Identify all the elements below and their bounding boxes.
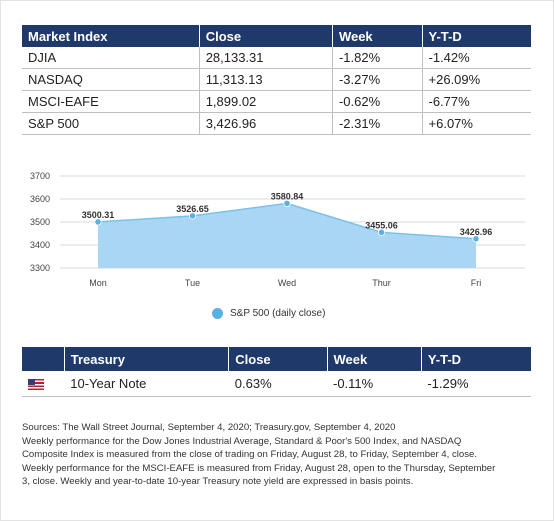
x-tick-label: Fri: [471, 278, 482, 288]
x-tick-label: Thur: [372, 278, 391, 288]
x-tick-label: Mon: [89, 278, 107, 288]
header-week: Week: [327, 347, 422, 371]
market-table-header: Market Index Close Week Y-T-D: [22, 25, 531, 47]
table-row: NASDAQ 11,313.13 -3.27% +26.09%: [22, 68, 531, 91]
treasury-close: 0.63%: [228, 371, 327, 397]
index-name: MSCI-EAFE: [22, 90, 200, 113]
data-label: 3500.31: [82, 210, 115, 220]
treasury-table-header: Treasury Close Week Y-T-D: [22, 347, 531, 371]
treasury-ytd: -1.29%: [421, 371, 531, 397]
index-ytd: +6.07%: [422, 112, 531, 135]
data-label: 3526.65: [176, 204, 209, 214]
index-name: NASDAQ: [22, 68, 200, 91]
index-ytd: -6.77%: [422, 90, 531, 113]
data-label: 3580.84: [271, 191, 304, 201]
data-point: [472, 235, 480, 243]
index-name: DJIA: [22, 47, 200, 69]
index-week: -2.31%: [332, 112, 423, 135]
data-label: 3455.06: [365, 220, 398, 230]
data-point: [94, 218, 102, 226]
treasury-table: Treasury Close Week Y-T-D 10-Year Note 0…: [22, 347, 531, 397]
y-tick-label: 3500: [30, 217, 50, 227]
legend-label: S&P 500 (daily close): [230, 308, 326, 319]
data-point: [377, 228, 386, 236]
index-ytd: +26.09%: [422, 68, 531, 91]
y-tick-label: 3300: [30, 263, 50, 273]
note-line: Composite Index is measured from the clo…: [22, 449, 478, 460]
index-week: -0.62%: [332, 90, 423, 113]
legend-marker-icon: [212, 308, 223, 319]
index-ytd: -1.42%: [422, 47, 531, 69]
note-line: 3, close. Weekly and year-to-date 10-yea…: [22, 476, 414, 487]
note-line: Weekly performance for the Dow Jones Ind…: [22, 435, 462, 447]
index-week: -3.27%: [332, 68, 423, 91]
chart-legend: S&P 500 (daily close): [212, 308, 325, 319]
y-tick-label: 3600: [30, 194, 50, 204]
us-flag-icon: [28, 379, 44, 391]
index-close: 3,426.96: [199, 112, 333, 135]
table-row: 10-Year Note 0.63% -0.11% -1.29%: [22, 371, 531, 397]
flag-cell: [22, 371, 65, 397]
index-name: S&P 500: [22, 112, 200, 135]
header-market-index: Market Index: [22, 25, 200, 47]
y-tick-label: 3400: [30, 240, 50, 250]
sp500-area-chart: 3700 3600 3500 3400 3300 3500.31 3526.65 3580.8…: [30, 171, 525, 288]
note-line: Sources: The Wall Street Journal, Septem…: [22, 422, 396, 433]
header-ytd: Y-T-D: [422, 25, 531, 47]
header-week: Week: [332, 25, 423, 47]
table-row: MSCI-EAFE 1,899.02 -0.62% -6.77%: [22, 90, 531, 113]
data-point: [283, 199, 291, 208]
treasury-week: -0.11%: [327, 371, 422, 397]
header-flag-spacer: [22, 347, 65, 371]
header-treasury: Treasury: [64, 347, 230, 371]
table-row: S&P 500 3,426.96 -2.31% +6.07%: [22, 112, 531, 135]
data-label: 3426.96: [460, 227, 493, 237]
note-line: Weekly performance for the MSCI-EAFE is …: [22, 462, 496, 474]
x-tick-label: Tue: [185, 278, 200, 288]
index-close: 1,899.02: [199, 90, 333, 113]
index-week: -1.82%: [332, 47, 423, 69]
data-point: [188, 212, 197, 220]
treasury-name: 10-Year Note: [64, 371, 229, 397]
header-ytd: Y-T-D: [421, 347, 531, 371]
header-close: Close: [228, 347, 328, 371]
header-close: Close: [199, 25, 333, 47]
series-area: [98, 203, 476, 268]
x-tick-label: Wed: [278, 278, 296, 288]
index-close: 28,133.31: [199, 47, 333, 69]
y-tick-label: 3700: [30, 171, 50, 181]
market-index-table: Market Index Close Week Y-T-D DJIA 28,13…: [22, 25, 531, 135]
table-row: DJIA 28,133.31 -1.82% -1.42%: [22, 47, 531, 69]
index-close: 11,313.13: [199, 68, 333, 91]
source-notes: Sources: The Wall Street Journal, Septem…: [22, 421, 534, 489]
